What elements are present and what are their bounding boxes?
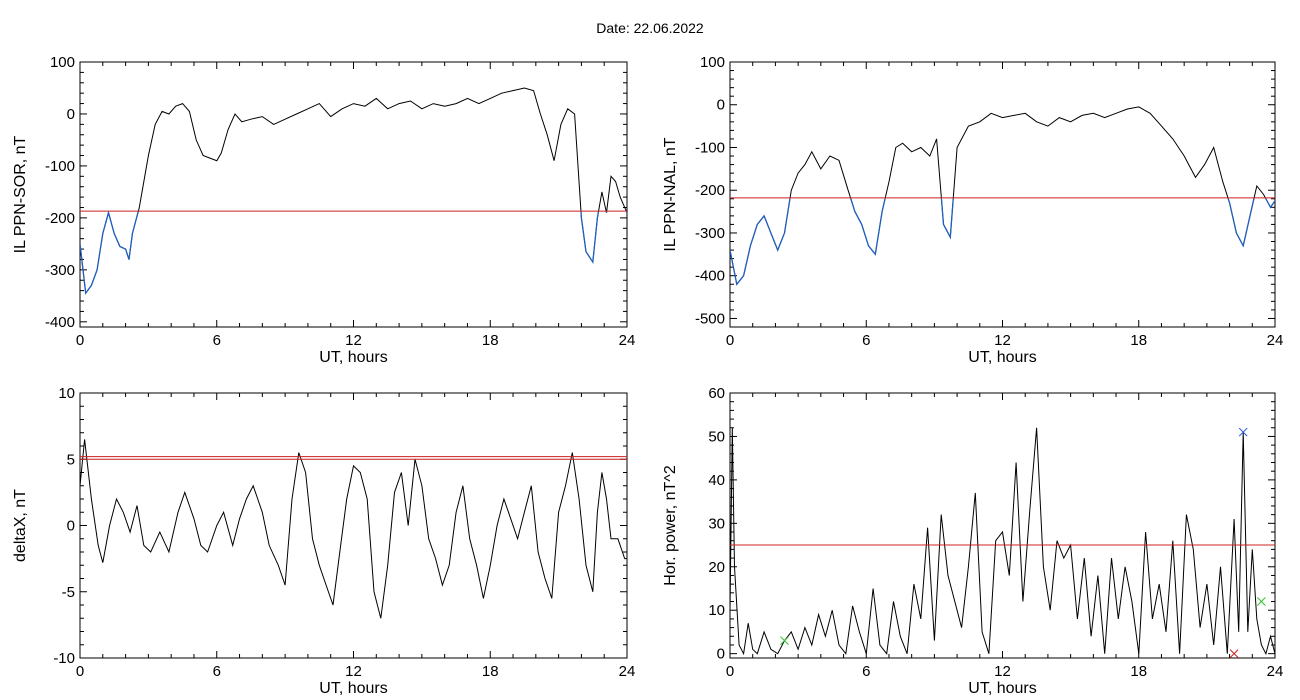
marker-stroke [1257, 597, 1266, 606]
x-tick-label: 6 [862, 332, 870, 349]
x-tick-label: 0 [726, 332, 734, 349]
x-tick-label: 18 [482, 332, 499, 349]
x-tick-label: 18 [1130, 663, 1147, 680]
plot-frame [729, 392, 1276, 659]
y-tick-label: 30 [708, 515, 725, 532]
series-line-below-threshold [80, 211, 627, 295]
y-tick-label: 50 [708, 428, 725, 445]
chart-panel-ppn-sor: 0 6 12 18 24 -400 -300 -200 -100 0 100 UT, hours IL … [12, 54, 635, 366]
x-tick-label: 24 [1267, 663, 1284, 680]
y-tick-label: 10 [708, 602, 725, 619]
y-tick-label: 20 [708, 559, 725, 576]
series-line [80, 87, 627, 295]
y-tick-label: -10 [53, 650, 75, 667]
x-tick-label: 18 [482, 663, 499, 680]
marker-stroke [780, 636, 789, 645]
x-axis-title: UT, hours [319, 680, 387, 697]
series-line [80, 439, 627, 619]
y-tick-label: 5 [67, 451, 75, 468]
x-tick-label: 24 [619, 332, 636, 349]
y-tick-label: -100 [695, 139, 725, 156]
y-tick-label: -5 [62, 584, 75, 601]
x-tick-label: 12 [994, 663, 1011, 680]
y-tick-label: 40 [708, 472, 725, 489]
series-line-below-threshold [730, 197, 1275, 286]
marker-stroke [1238, 427, 1248, 437]
y-tick-label: 60 [708, 385, 725, 402]
date-title: Date: 22.06.2022 [596, 20, 704, 36]
plot-frame [79, 61, 628, 328]
y-tick-label: -200 [695, 182, 725, 199]
series-line [730, 427, 1275, 656]
x-tick-label: 12 [345, 663, 362, 680]
y-tick-label: 0 [717, 646, 725, 663]
x-tick-label: 0 [76, 332, 84, 349]
y-axis-title: IL PPN-SOR, nT [12, 135, 29, 253]
chart-panel-hor-power: 0 6 12 18 24 0 10 20 30 40 50 60 UT, hours Hor. power… [662, 385, 1283, 697]
x-axis-title: UT, hours [968, 349, 1036, 366]
x-axis-title: UT, hours [968, 680, 1036, 697]
y-axis-title: deltaX, nT [12, 489, 29, 562]
y-tick-label: -500 [695, 310, 725, 327]
y-tick-label: 0 [717, 97, 725, 114]
plot-frame [79, 392, 628, 659]
y-tick-label: 10 [58, 385, 75, 402]
series-line [730, 106, 1275, 286]
marker [1229, 649, 1239, 659]
chart-panel-ppn-nal: 0 6 12 18 24 -500 -400 -300 -200 -100 0 100 UT, hour… [662, 54, 1283, 366]
plot-frame [729, 61, 1276, 328]
x-tick-label: 24 [619, 663, 636, 680]
y-axis-title: IL PPN-NAL, nT [662, 137, 679, 251]
y-tick-label: 0 [67, 518, 75, 535]
chart-panel-deltax: 0 6 12 18 24 -10 -5 0 5 10 UT, hours deltaX, nT [12, 385, 635, 697]
marker [1238, 427, 1248, 437]
x-tick-label: 12 [994, 332, 1011, 349]
y-tick-label: -300 [45, 262, 75, 279]
y-tick-label: 0 [67, 106, 75, 123]
marker [1257, 597, 1266, 606]
y-tick-label: -400 [45, 314, 75, 331]
x-tick-label: 6 [213, 332, 221, 349]
x-tick-label: 0 [76, 663, 84, 680]
marker-stroke [1229, 649, 1239, 659]
y-tick-label: 100 [50, 54, 75, 71]
x-axis-title: UT, hours [319, 349, 387, 366]
y-tick-label: -200 [45, 210, 75, 227]
y-tick-label: -100 [45, 158, 75, 175]
x-tick-label: 6 [862, 663, 870, 680]
y-tick-label: -300 [695, 225, 725, 242]
x-tick-label: 18 [1130, 332, 1147, 349]
x-tick-label: 6 [213, 663, 221, 680]
x-tick-label: 24 [1267, 332, 1284, 349]
y-tick-label: 100 [700, 54, 725, 71]
marker [780, 636, 789, 645]
y-axis-title: Hor. power, nT^2 [662, 465, 679, 586]
x-tick-label: 12 [345, 332, 362, 349]
x-tick-label: 0 [726, 663, 734, 680]
y-tick-label: -400 [695, 268, 725, 285]
